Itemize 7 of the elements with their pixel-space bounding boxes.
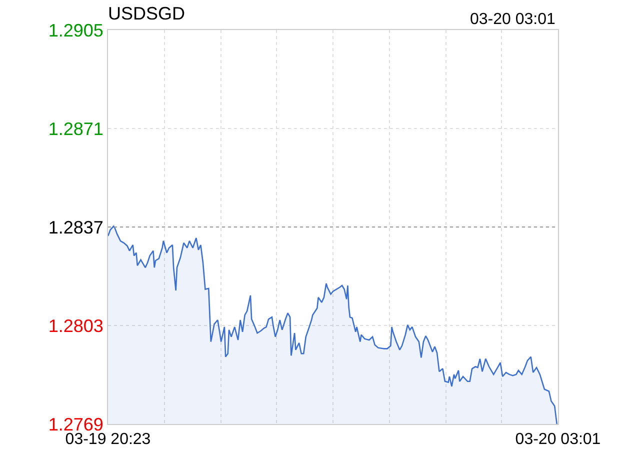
chart-title: USDSGD: [108, 4, 186, 24]
x-tick-label: 03-19 20:23: [65, 431, 151, 448]
y-tick-label: 1.2871: [48, 118, 104, 139]
y-tick-label: 1.2803: [48, 316, 104, 336]
y-tick-label: 1.2837: [48, 217, 104, 238]
text: 03-20 03:01: [470, 11, 556, 28]
y-tick-label: 1.2905: [48, 20, 104, 40]
